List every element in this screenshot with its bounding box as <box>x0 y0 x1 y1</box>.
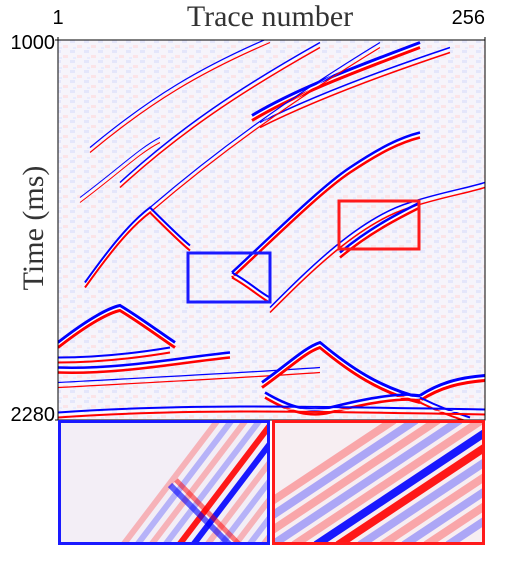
inset-band <box>272 420 419 521</box>
event-peak <box>231 136 421 279</box>
inset-band <box>272 420 397 507</box>
inset-band <box>232 493 270 545</box>
event-peak <box>149 46 381 213</box>
event-peak <box>79 142 161 203</box>
y-tick-label: 2280 <box>11 404 56 426</box>
y-tick-label: 1000 <box>11 32 56 54</box>
zoom-box <box>186 251 272 304</box>
event-gap <box>89 40 271 151</box>
event-trough <box>231 131 421 274</box>
inset-band <box>167 482 233 545</box>
event-gap <box>419 399 471 420</box>
chart-title: Trace number <box>187 0 353 33</box>
inset-band <box>162 420 263 545</box>
event-peak <box>261 345 421 404</box>
event-gap <box>58 369 321 386</box>
event-trough <box>149 41 381 208</box>
event-gap <box>58 307 176 346</box>
event-peak <box>259 51 451 129</box>
event-trough <box>58 405 485 414</box>
event-gap <box>251 44 421 119</box>
event-peak <box>58 356 231 374</box>
event-gap <box>269 184 485 311</box>
inset-band <box>423 501 485 545</box>
inset-band <box>445 515 485 545</box>
event-trough <box>339 201 421 254</box>
inset-band <box>313 427 485 545</box>
event-trough <box>79 137 161 198</box>
inset-band <box>335 442 485 545</box>
inset-band <box>357 457 485 545</box>
event-peak <box>119 46 321 189</box>
event-gap <box>149 44 381 211</box>
event-gap <box>58 408 485 416</box>
inset-band <box>272 420 463 545</box>
inset-band <box>379 471 485 545</box>
inset-left <box>58 420 270 545</box>
event-gap <box>58 349 171 361</box>
event-peak <box>89 41 271 153</box>
event-trough <box>58 366 321 384</box>
event-trough <box>84 206 191 284</box>
inset-band <box>246 512 270 545</box>
image-background <box>58 40 485 420</box>
event-gap <box>84 209 191 286</box>
event-trough <box>89 40 266 148</box>
event-gap <box>119 44 321 186</box>
event-gap <box>259 49 451 126</box>
event-gap <box>79 139 161 201</box>
event-trough <box>58 346 171 359</box>
inset-band <box>272 420 441 536</box>
inset-right <box>272 420 485 545</box>
inset-frame <box>272 420 485 545</box>
event-gap <box>58 354 231 371</box>
event-trough <box>58 351 231 369</box>
event-trough <box>261 340 421 399</box>
event-peak <box>58 410 485 419</box>
event-gap <box>231 134 421 276</box>
inset-band <box>120 420 221 545</box>
event-peak <box>58 308 176 349</box>
inset-band <box>401 486 485 545</box>
event-peak <box>58 351 171 364</box>
x-tick-label: 256 <box>452 7 485 29</box>
inset-band <box>134 420 235 545</box>
inset-band <box>176 420 270 545</box>
zoom-boxes <box>58 199 485 545</box>
zoom-box <box>337 199 421 251</box>
inset-band <box>174 478 242 545</box>
event-peak <box>419 379 485 402</box>
inset-band <box>148 420 249 545</box>
x-tick-label: 1 <box>52 7 63 29</box>
event-gap <box>231 274 271 301</box>
inset-frame <box>58 420 270 545</box>
event-peak <box>251 46 421 122</box>
inset-band <box>291 420 485 545</box>
event-gap <box>419 377 485 399</box>
event-trough <box>419 374 485 397</box>
y-axis-label: Time (ms) <box>17 166 50 291</box>
event-trough <box>119 41 321 184</box>
event-trough <box>251 41 421 117</box>
plot-frame <box>57 39 486 421</box>
event-peak <box>269 186 485 314</box>
event-peak <box>58 371 321 389</box>
event-peak <box>84 211 191 289</box>
event-trough <box>58 303 176 344</box>
event-trough <box>269 181 485 309</box>
seismic-events <box>58 40 485 420</box>
event-gap <box>261 344 421 401</box>
event-trough <box>231 271 271 299</box>
